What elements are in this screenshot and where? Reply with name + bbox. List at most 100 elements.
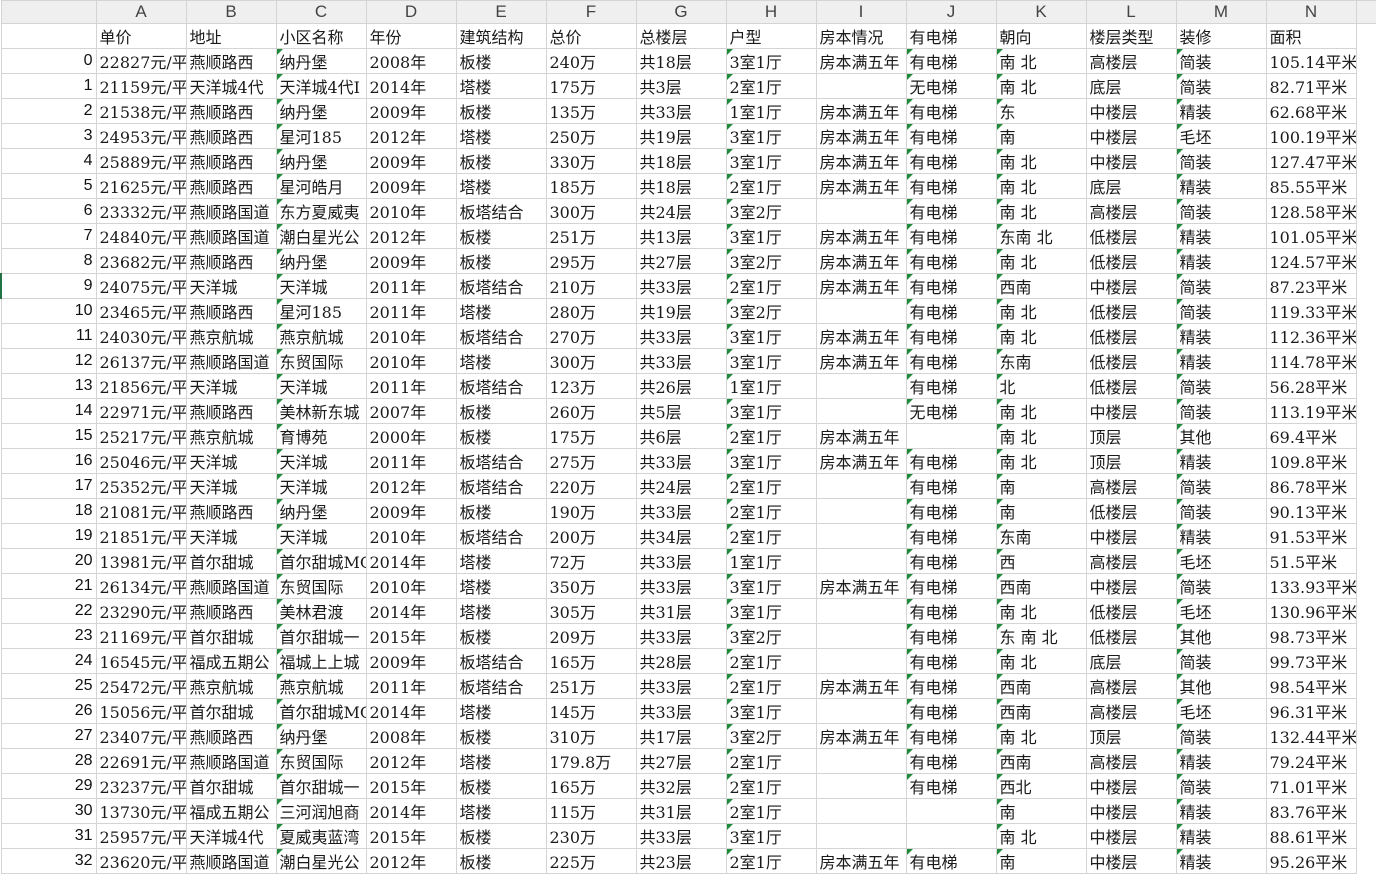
data-cell[interactable]: 79.24平米 (1265, 748, 1357, 774)
data-cell[interactable]: 26134元/平 (95, 573, 187, 599)
data-cell[interactable]: 295万 (545, 248, 637, 274)
data-cell[interactable]: 共13层 (635, 223, 727, 249)
data-cell[interactable]: 燕京航城 (275, 673, 367, 699)
data-cell[interactable]: 115万 (545, 798, 637, 824)
data-cell[interactable]: 133.93平米 (1265, 573, 1357, 599)
row-index-cell[interactable]: 18 (0, 498, 97, 524)
data-cell[interactable]: 板楼 (455, 398, 547, 424)
data-cell[interactable]: 首尔甜城一 (275, 623, 367, 649)
data-cell[interactable]: 有电梯 (905, 323, 997, 349)
data-cell[interactable]: 燕顺路国道 (185, 848, 277, 874)
row-index-cell[interactable]: 30 (0, 798, 97, 824)
data-cell[interactable]: 房本满五年 (815, 323, 907, 349)
data-cell[interactable]: 共17层 (635, 723, 727, 749)
data-cell[interactable]: 简装 (1175, 498, 1267, 524)
field-name-cell[interactable]: 总楼层 (635, 23, 727, 49)
data-cell[interactable]: 175万 (545, 423, 637, 449)
data-cell[interactable]: 燕京航城 (275, 323, 367, 349)
data-cell[interactable]: 南 (995, 123, 1087, 149)
data-cell[interactable]: 有电梯 (905, 673, 997, 699)
data-cell[interactable]: 星河185 (275, 123, 367, 149)
data-cell[interactable]: 2室1厅 (725, 523, 817, 549)
data-cell[interactable]: 顶层 (1085, 423, 1177, 449)
data-cell[interactable]: 有电梯 (905, 623, 997, 649)
data-cell[interactable]: 燕京航城 (185, 423, 277, 449)
data-cell[interactable]: 高楼层 (1085, 48, 1177, 74)
data-cell[interactable]: 有电梯 (905, 348, 997, 374)
data-cell[interactable]: 燕顺路西 (185, 248, 277, 274)
data-cell[interactable]: 美林新东城 (275, 398, 367, 424)
data-cell[interactable]: 275万 (545, 448, 637, 474)
row-index-cell[interactable]: 27 (0, 723, 97, 749)
data-cell[interactable]: 共31层 (635, 798, 727, 824)
data-cell[interactable]: 精装 (1175, 348, 1267, 374)
data-cell[interactable]: 塔楼 (455, 748, 547, 774)
data-cell[interactable]: 板塔结合 (455, 273, 547, 299)
data-cell[interactable]: 简装 (1175, 773, 1267, 799)
data-cell[interactable]: 中楼层 (1085, 573, 1177, 599)
data-cell[interactable]: 高楼层 (1085, 673, 1177, 699)
data-cell[interactable]: 2012年 (365, 748, 457, 774)
data-cell[interactable]: 夏威夷蓝湾 (275, 823, 367, 849)
data-cell[interactable] (815, 773, 907, 799)
data-cell[interactable]: 280万 (545, 298, 637, 324)
data-cell[interactable]: 天洋城 (275, 473, 367, 499)
data-cell[interactable]: 3室1厅 (725, 598, 817, 624)
data-cell[interactable]: 毛坯 (1175, 598, 1267, 624)
data-cell[interactable]: 南 北 (995, 48, 1087, 74)
data-cell[interactable]: 首尔甜城 (185, 698, 277, 724)
data-cell[interactable]: 有电梯 (905, 748, 997, 774)
data-cell[interactable]: 中楼层 (1085, 773, 1177, 799)
data-cell[interactable]: 低楼层 (1085, 298, 1177, 324)
data-cell[interactable] (905, 798, 997, 824)
row-index-cell[interactable]: 9 (0, 273, 97, 299)
data-cell[interactable]: 潮白星光公 (275, 223, 367, 249)
data-cell[interactable] (815, 473, 907, 499)
data-cell[interactable]: 燕顺路西 (185, 173, 277, 199)
data-cell[interactable]: 24953元/平 (95, 123, 187, 149)
data-cell[interactable]: 高楼层 (1085, 748, 1177, 774)
data-cell[interactable]: 精装 (1175, 798, 1267, 824)
data-cell[interactable]: 其他 (1175, 623, 1267, 649)
data-cell[interactable]: 51.5平米 (1265, 548, 1357, 574)
data-cell[interactable]: 145万 (545, 698, 637, 724)
data-cell[interactable]: 共33层 (635, 498, 727, 524)
data-cell[interactable]: 119.33平米 (1265, 298, 1357, 324)
data-cell[interactable]: 2012年 (365, 223, 457, 249)
data-cell[interactable]: 板楼 (455, 823, 547, 849)
data-cell[interactable]: 200万 (545, 523, 637, 549)
data-cell[interactable]: 24030元/平 (95, 323, 187, 349)
data-cell[interactable]: 2009年 (365, 248, 457, 274)
data-cell[interactable]: 首尔甜城 (185, 548, 277, 574)
data-cell[interactable]: 纳丹堡 (275, 723, 367, 749)
row-index-cell[interactable]: 7 (0, 223, 97, 249)
data-cell[interactable]: 东贸国际 (275, 348, 367, 374)
data-cell[interactable]: 简装 (1175, 273, 1267, 299)
column-header-c[interactable]: C (275, 0, 367, 24)
data-cell[interactable]: 燕顺路国道 (185, 223, 277, 249)
data-cell[interactable]: 99.73平米 (1265, 648, 1357, 674)
data-cell[interactable]: 2009年 (365, 98, 457, 124)
data-cell[interactable]: 低楼层 (1085, 498, 1177, 524)
data-cell[interactable]: 305万 (545, 598, 637, 624)
data-cell[interactable]: 251万 (545, 223, 637, 249)
data-cell[interactable]: 纳丹堡 (275, 148, 367, 174)
data-cell[interactable]: 2010年 (365, 198, 457, 224)
data-cell[interactable]: 精装 (1175, 323, 1267, 349)
data-cell[interactable]: 中楼层 (1085, 98, 1177, 124)
data-cell[interactable]: 板塔结合 (455, 373, 547, 399)
row-index-cell[interactable]: 4 (0, 148, 97, 174)
field-name-cell[interactable]: 楼层类型 (1085, 23, 1177, 49)
data-cell[interactable]: 燕顺路西 (185, 298, 277, 324)
data-cell[interactable]: 燕顺路西 (185, 98, 277, 124)
row-index-cell[interactable]: 5 (0, 173, 97, 199)
data-cell[interactable]: 燕顺路西 (185, 148, 277, 174)
data-cell[interactable]: 16545元/平 (95, 648, 187, 674)
data-cell[interactable]: 房本满五年 (815, 223, 907, 249)
data-cell[interactable] (815, 748, 907, 774)
data-cell[interactable]: 天洋城 (275, 373, 367, 399)
data-cell[interactable]: 低楼层 (1085, 348, 1177, 374)
data-cell[interactable]: 简装 (1175, 73, 1267, 99)
data-cell[interactable]: 26137元/平 (95, 348, 187, 374)
